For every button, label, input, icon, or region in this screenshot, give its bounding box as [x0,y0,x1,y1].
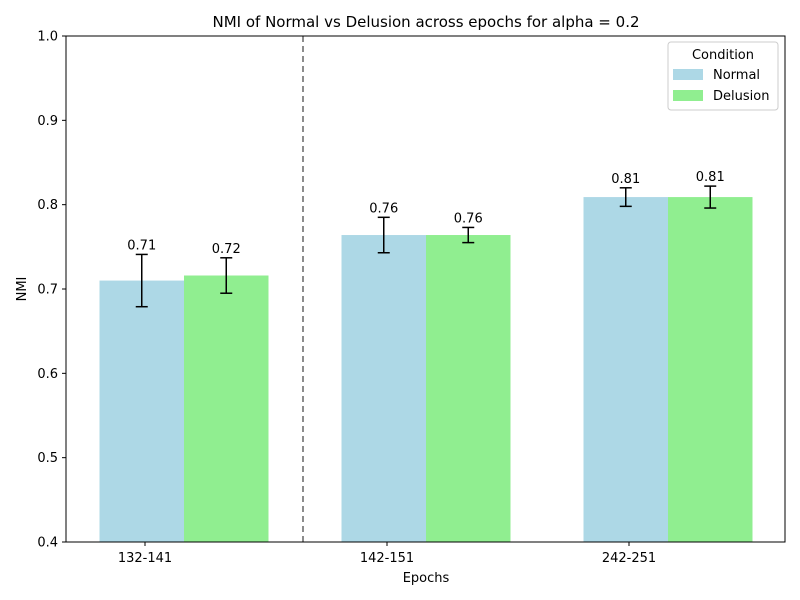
y-axis-label: NMI [15,277,30,302]
y-tick-label-6: 1.0 [37,30,58,45]
bar-delusion-2 [668,197,753,542]
data-label-normal-0: 0.71 [127,238,156,253]
data-label-normal-1: 0.76 [369,201,398,216]
y-tick-label-4: 0.8 [37,198,58,213]
bar-delusion-0 [184,275,269,542]
y-tick-label-2: 0.6 [37,367,58,382]
y-tick-label-3: 0.7 [37,283,58,298]
legend-title: Condition [692,48,754,63]
error-bar-normal-1 [377,216,390,254]
legend-label-delusion: Delusion [713,89,769,104]
x-tick-label-1: 142-151 [360,551,414,566]
error-bar-delusion-2 [704,185,717,209]
legend-swatch-normal [673,69,703,80]
error-bar-delusion-1 [462,226,475,244]
data-label-delusion-2: 0.81 [696,170,725,185]
x-tick-label-0: 132-141 [118,551,172,566]
plot-area: 0.71 0.76 0.81 0.72 0.76 0.81 0.4 0.5 0.6 0.7 0.8 0… [37,30,786,566]
data-label-delusion-1: 0.76 [454,211,483,226]
y-tick-label-1: 0.5 [37,451,58,466]
legend-swatch-delusion [673,90,703,101]
chart-title: NMI of Normal vs Delusion across epochs … [212,13,639,31]
bar-normal-1 [341,235,426,542]
data-label-normal-2: 0.81 [611,172,640,187]
y-tick-label-5: 0.9 [37,114,58,129]
legend-label-normal: Normal [713,68,760,83]
bar-normal-0 [99,280,184,542]
x-tick-label-2: 242-251 [602,551,656,566]
error-bar-normal-2 [619,187,632,208]
bar-normal-2 [583,197,668,542]
x-axis-label: Epochs [403,571,450,586]
data-label-delusion-0: 0.72 [212,242,241,257]
y-tick-label-0: 0.4 [37,536,58,551]
error-bar-delusion-0 [220,257,233,294]
error-bar-normal-0 [135,253,148,308]
legend: Condition Normal Delusion [667,41,779,111]
bar-delusion-1 [426,235,511,542]
